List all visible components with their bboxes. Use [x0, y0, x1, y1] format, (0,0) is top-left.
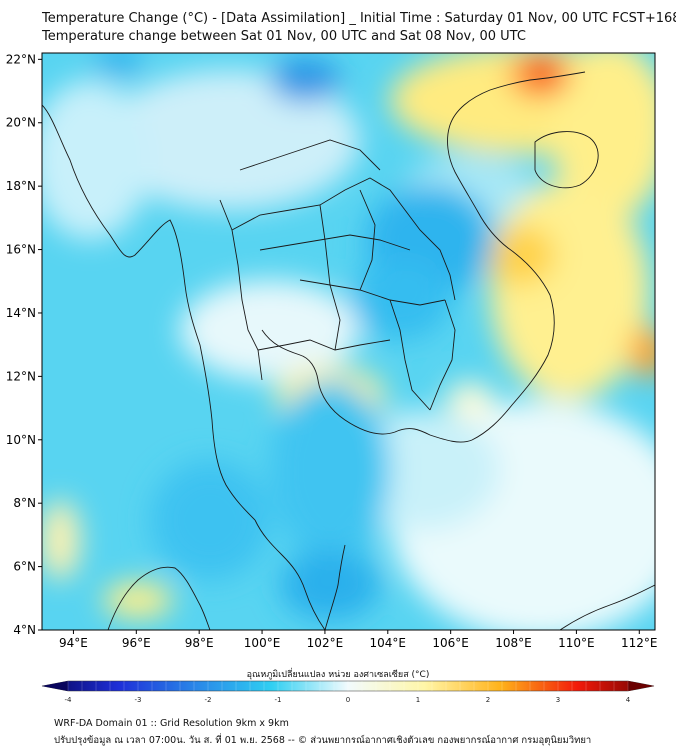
lat-label: 4°N	[13, 623, 36, 637]
lon-label: 102°E	[307, 636, 344, 650]
lon-label: 100°E	[244, 636, 281, 650]
lon-label: 108°E	[495, 636, 532, 650]
map-title: Temperature Change (°C) - [Data Assimila…	[42, 11, 676, 26]
lon-label: 98°E	[185, 636, 214, 650]
lat-label: 14°N	[6, 306, 36, 320]
lat-label: 8°N	[13, 496, 36, 510]
colorbar-tick-label: 4	[626, 696, 631, 704]
colorbar-tick-label: 3	[556, 696, 560, 704]
lon-label: 106°E	[432, 636, 469, 650]
lon-label: 110°E	[558, 636, 595, 650]
lat-label: 22°N	[6, 52, 36, 66]
colorbar-tick-label: -1	[275, 696, 282, 704]
colorbar-max-extend	[628, 681, 654, 691]
colorbar-tick-label: -3	[135, 696, 142, 704]
lat-label: 10°N	[6, 433, 36, 447]
lat-label: 16°N	[6, 243, 36, 257]
model-info: WRF-DA Domain 01 :: Grid Resolution 9km …	[54, 718, 289, 729]
lon-label: 104°E	[370, 636, 407, 650]
map-frame	[41, 52, 656, 631]
colorbar-label: อุณหภูมิเปลี่ยนแปลง หน่วย องศาเซลเซียส (…	[246, 670, 430, 680]
lat-label: 6°N	[13, 560, 36, 574]
temperature-field	[42, 53, 655, 630]
lon-label: 112°E	[621, 636, 658, 650]
map-axes: 22°N 20°N 18°N 16°N 14°N 12°N 10°N 8°N 6°N 4°N 94°…	[6, 52, 658, 650]
lat-label: 12°N	[6, 369, 36, 383]
map-subtitle: Temperature change between Sat 01 Nov, 0…	[42, 29, 526, 44]
lat-label: 20°N	[6, 116, 36, 130]
colorbar-tick-label: 1	[416, 696, 420, 704]
colorbar-tick-label: -2	[205, 696, 212, 704]
colorbar-tick-label: -4	[65, 696, 73, 704]
lon-label: 94°E	[59, 636, 88, 650]
colorbar-tick-label: 2	[486, 696, 490, 704]
lat-label: 18°N	[6, 179, 36, 193]
colorbar: -4 -3 -2 -1 0 1 2 3 4	[41, 680, 655, 704]
update-credit: ปรับปรุงข้อมูล ณ เวลา 07:00น. วัน ส. ที่…	[54, 735, 592, 746]
coastlines	[42, 71, 655, 630]
colorbar-tick-label: 0	[346, 696, 350, 704]
lon-label: 96°E	[122, 636, 151, 650]
colorbar-min-extend	[42, 681, 68, 691]
